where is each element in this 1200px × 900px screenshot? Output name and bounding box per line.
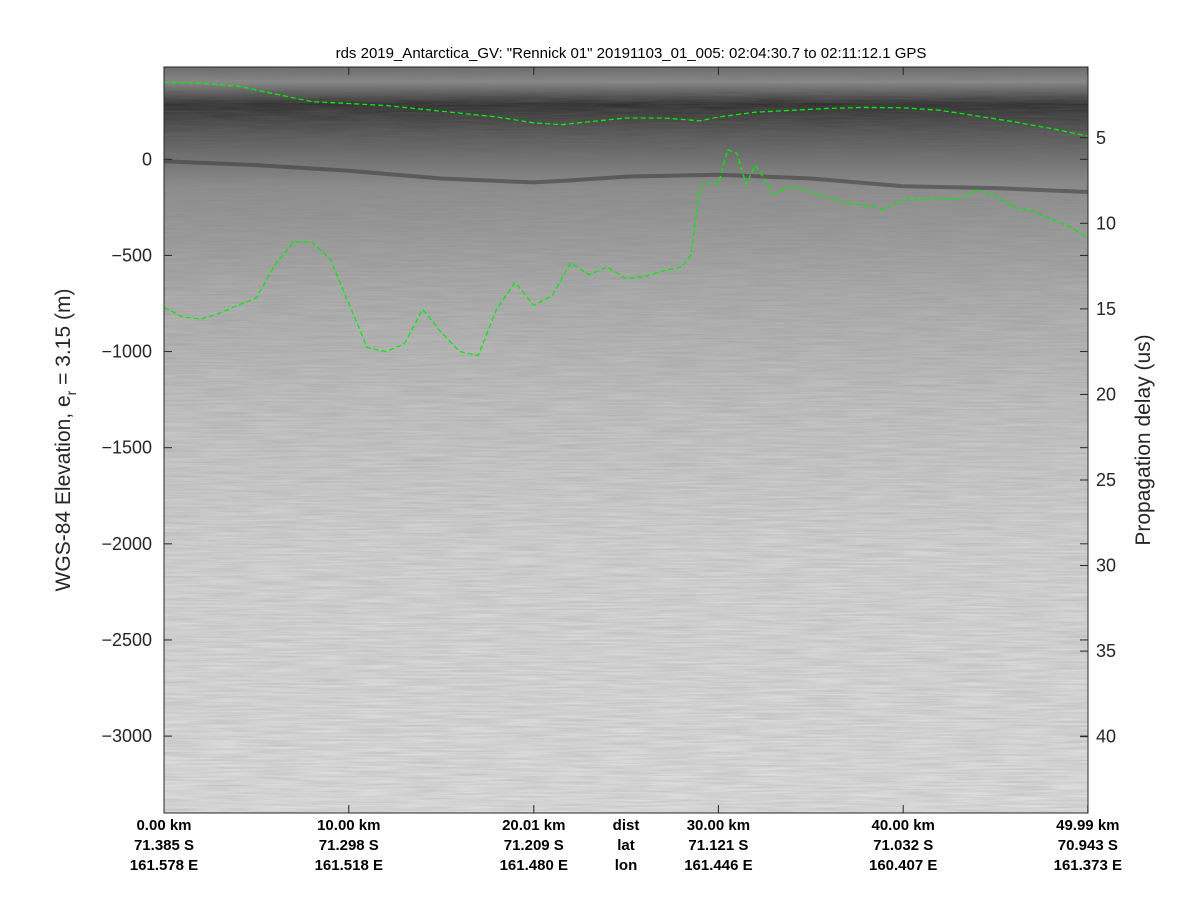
y-tick-label: −500 (111, 245, 152, 265)
y2-tick-label: 15 (1096, 299, 1116, 319)
x-row-label: lat (617, 837, 635, 854)
internal-layer-line (164, 159, 1088, 194)
y2-tick-label: 5 (1096, 128, 1106, 148)
radargram-texture (164, 67, 1088, 813)
y-tick-label: −1000 (101, 342, 152, 362)
y-tick-label: −2000 (101, 534, 152, 554)
chart-title: rds 2019_Antarctica_GV: "Rennick 01" 201… (336, 45, 927, 62)
x-tick-label: 71.298 S (319, 837, 379, 854)
plot-area (164, 67, 1088, 813)
y2-tick-label: 25 (1096, 470, 1116, 490)
plot-frame (163, 66, 1089, 814)
y-axis-left: 0 −500 −1000 −1500 −2000 −2500 −3000 (101, 149, 1088, 746)
x-tick-label: 71.032 S (873, 837, 933, 854)
x-tick-label: 71.385 S (134, 837, 194, 854)
y2-tick-label: 10 (1096, 213, 1116, 233)
bed-layer-line (164, 148, 1088, 357)
x-tick-label: 71.209 S (504, 837, 564, 854)
x-tick-label: 49.99 km (1056, 817, 1119, 834)
y-tick-label: −2500 (101, 630, 152, 650)
x-tick-label: 161.518 E (315, 857, 383, 874)
y-tick-label: −3000 (101, 726, 152, 746)
y2-axis-label: Propagation delay (us) (1132, 334, 1155, 545)
x-tick-label: 160.407 E (869, 857, 937, 874)
x-row-label: dist (613, 817, 640, 834)
x-tick-label: 161.373 E (1054, 857, 1122, 874)
y2-tick-label: 35 (1096, 641, 1116, 661)
surface-layer-line (164, 81, 1088, 137)
y-tick-label: 0 (142, 149, 152, 169)
x-tick-label: 10.00 km (317, 817, 380, 834)
y-axis-right: 5 10 15 20 25 30 35 40 (1080, 128, 1116, 747)
x-tick-label: 70.943 S (1058, 837, 1118, 854)
y-axis-label: WGS-84 Elevation, er = 3.15 (m) (52, 289, 79, 592)
y-tick-label: −1500 (101, 438, 152, 458)
x-tick-label: 71.121 S (688, 837, 748, 854)
x-tick-label: 30.00 km (687, 817, 750, 834)
x-tick-label: 40.00 km (872, 817, 935, 834)
x-row-label: lon (615, 857, 638, 874)
y2-tick-label: 40 (1096, 727, 1116, 747)
x-tick-label: 0.00 km (136, 817, 191, 834)
x-tick-label: 161.480 E (500, 857, 568, 874)
x-tick-label: 20.01 km (502, 817, 565, 834)
x-tick-label: 161.446 E (684, 857, 752, 874)
x-tick-label: 161.578 E (130, 857, 198, 874)
y2-tick-label: 20 (1096, 384, 1116, 404)
y2-tick-label: 30 (1096, 556, 1116, 576)
x-axis: 0.00 km 71.385 S 161.578 E 10.00 km 71.298 S… (130, 67, 1122, 874)
